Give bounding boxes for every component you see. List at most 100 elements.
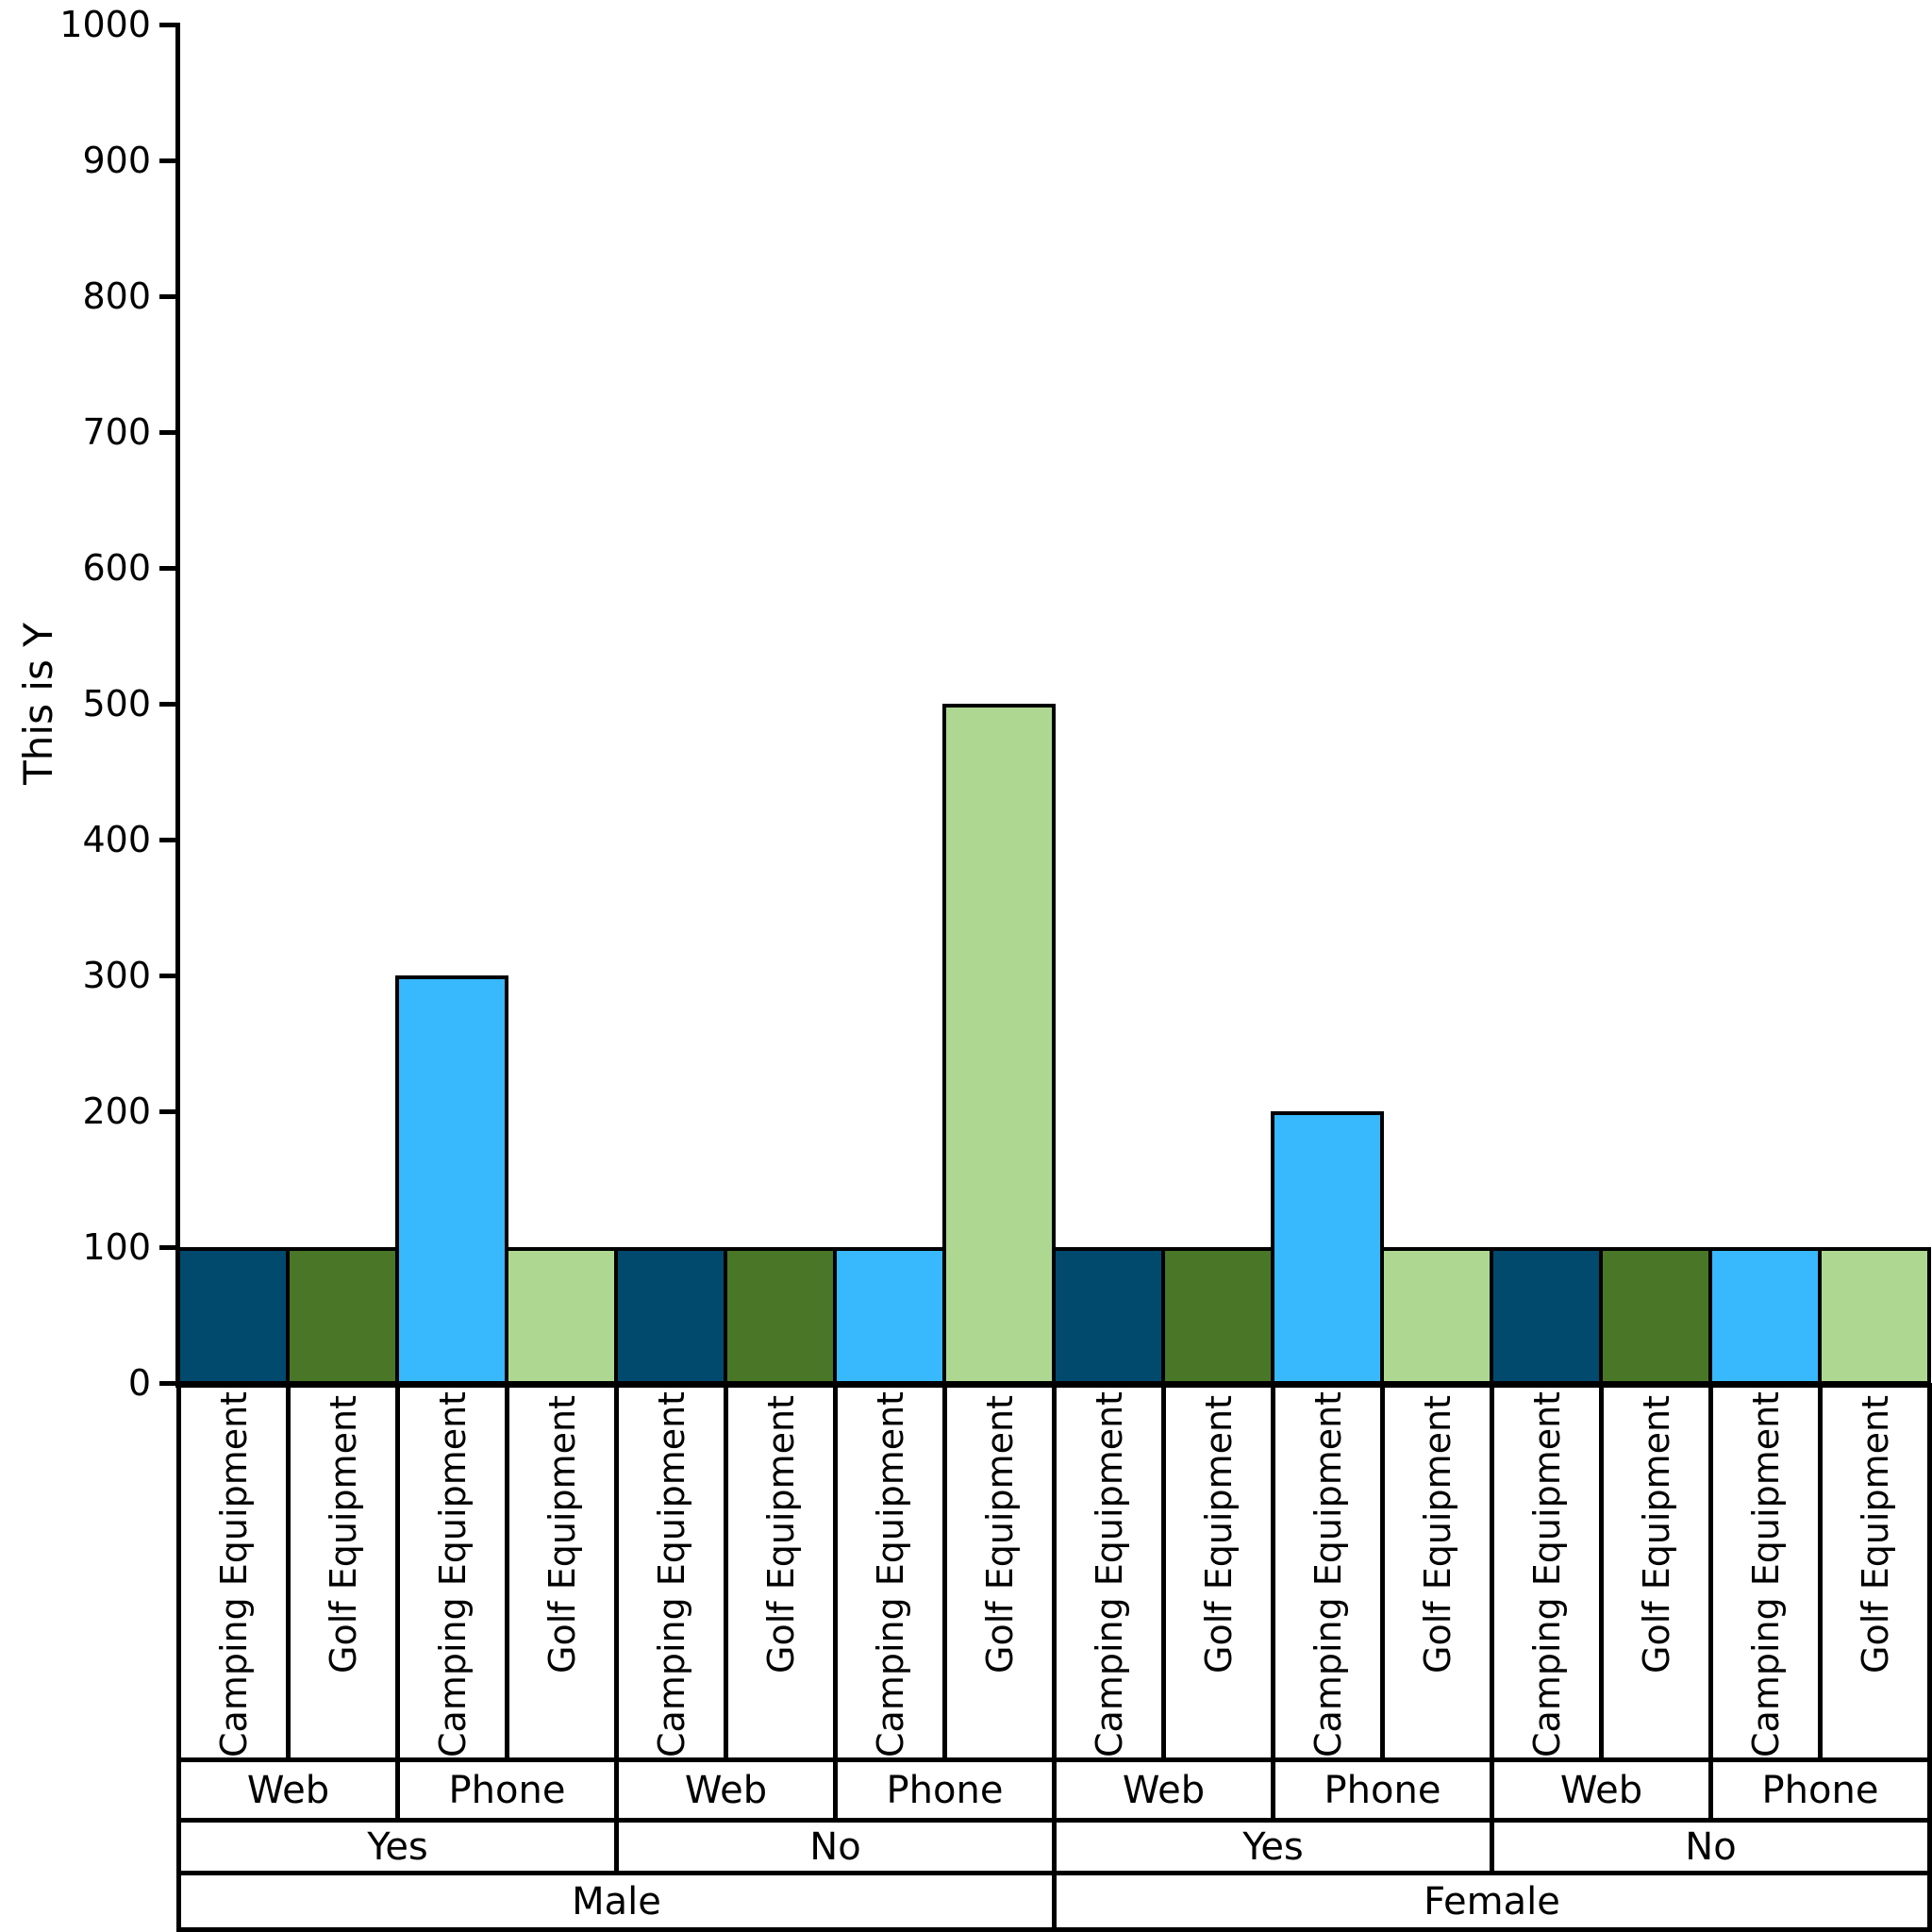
channel-label: Phone bbox=[1324, 1768, 1441, 1812]
response-cell: Yes bbox=[1052, 1818, 1494, 1875]
product-label: Camping Equipment bbox=[869, 1391, 911, 1757]
y-tick-label: 900 bbox=[82, 140, 151, 181]
product-label: Camping Equipment bbox=[1307, 1391, 1349, 1757]
channel-label: Web bbox=[1122, 1768, 1206, 1812]
y-tick-mark bbox=[159, 1380, 175, 1386]
bar-female-no-phone-camping bbox=[1708, 1247, 1822, 1387]
bar-female-yes-phone-camping bbox=[1271, 1111, 1384, 1387]
bar-male-no-web-camping bbox=[614, 1247, 727, 1387]
y-axis-line bbox=[175, 23, 180, 1388]
response-cell: Yes bbox=[176, 1818, 619, 1875]
product-cell: Golf Equipment bbox=[942, 1383, 1057, 1762]
product-label: Golf Equipment bbox=[1854, 1395, 1896, 1674]
y-tick-mark bbox=[159, 429, 175, 435]
product-cell: Golf Equipment bbox=[505, 1383, 619, 1762]
channel-label: Phone bbox=[886, 1768, 1004, 1812]
y-tick-label: 200 bbox=[82, 1091, 151, 1132]
channel-label: Web bbox=[684, 1768, 768, 1812]
product-label: Golf Equipment bbox=[322, 1395, 364, 1674]
bar-female-no-web-golf bbox=[1599, 1247, 1712, 1387]
y-tick-label: 800 bbox=[82, 275, 151, 317]
response-label: No bbox=[1685, 1824, 1737, 1869]
product-cell: Camping Equipment bbox=[833, 1383, 947, 1762]
y-tick-label: 0 bbox=[127, 1362, 151, 1404]
channel-cell: Phone bbox=[833, 1757, 1057, 1823]
product-label: Golf Equipment bbox=[978, 1395, 1021, 1674]
bar-male-no-phone-golf bbox=[942, 704, 1056, 1387]
channel-label: Phone bbox=[448, 1768, 566, 1812]
y-tick-mark bbox=[159, 565, 175, 571]
bar-female-no-web-camping bbox=[1490, 1247, 1603, 1387]
product-label: Golf Equipment bbox=[1197, 1395, 1240, 1674]
product-cell: Golf Equipment bbox=[1161, 1383, 1275, 1762]
channel-label: Web bbox=[246, 1768, 330, 1812]
product-cell: Camping Equipment bbox=[1490, 1383, 1604, 1762]
product-label: Camping Equipment bbox=[1088, 1391, 1130, 1757]
y-tick-mark bbox=[159, 158, 175, 163]
product-label: Camping Equipment bbox=[1525, 1391, 1568, 1757]
response-label: No bbox=[809, 1824, 861, 1869]
bar-male-no-web-golf bbox=[724, 1247, 837, 1387]
y-tick-label: 500 bbox=[82, 683, 151, 724]
channel-cell: Phone bbox=[395, 1757, 619, 1823]
y-tick-mark bbox=[159, 22, 175, 27]
product-label: Camping Equipment bbox=[650, 1391, 692, 1757]
product-cell: Golf Equipment bbox=[286, 1383, 400, 1762]
y-tick-mark bbox=[159, 701, 175, 707]
product-label: Camping Equipment bbox=[1744, 1391, 1787, 1757]
product-label: Golf Equipment bbox=[759, 1395, 802, 1674]
product-label: Camping Equipment bbox=[212, 1391, 255, 1757]
channel-label: Web bbox=[1559, 1768, 1643, 1812]
channel-cell: Web bbox=[176, 1757, 400, 1823]
channel-cell: Web bbox=[1490, 1757, 1713, 1823]
channel-label: Phone bbox=[1761, 1768, 1879, 1812]
product-label: Golf Equipment bbox=[1635, 1395, 1677, 1674]
bar-male-yes-phone-golf bbox=[505, 1247, 618, 1387]
channel-cell: Phone bbox=[1271, 1757, 1494, 1823]
product-cell: Golf Equipment bbox=[1380, 1383, 1494, 1762]
product-cell: Camping Equipment bbox=[1708, 1383, 1823, 1762]
y-tick-mark bbox=[159, 1244, 175, 1250]
product-label: Camping Equipment bbox=[431, 1391, 474, 1757]
response-cell: No bbox=[1490, 1818, 1932, 1875]
product-cell: Camping Equipment bbox=[395, 1383, 509, 1762]
response-label: Yes bbox=[1242, 1824, 1304, 1869]
y-tick-label: 700 bbox=[82, 411, 151, 453]
bar-male-yes-phone-camping bbox=[395, 975, 508, 1387]
bar-female-yes-web-golf bbox=[1161, 1247, 1274, 1387]
y-tick-mark bbox=[159, 293, 175, 299]
y-tick-mark bbox=[159, 1108, 175, 1114]
gender-cell: Male bbox=[176, 1871, 1057, 1932]
product-cell: Camping Equipment bbox=[1271, 1383, 1385, 1762]
bar-female-yes-web-camping bbox=[1052, 1247, 1165, 1387]
channel-cell: Web bbox=[1052, 1757, 1275, 1823]
product-cell: Camping Equipment bbox=[176, 1383, 291, 1762]
channel-cell: Phone bbox=[1708, 1757, 1932, 1823]
product-label: Golf Equipment bbox=[1416, 1395, 1458, 1674]
y-tick-label: 600 bbox=[82, 547, 151, 589]
bar-female-yes-phone-golf bbox=[1380, 1247, 1493, 1387]
gender-label: Female bbox=[1424, 1879, 1560, 1924]
gender-label: Male bbox=[572, 1879, 661, 1924]
gender-cell: Female bbox=[1052, 1871, 1932, 1932]
bar-male-yes-web-camping bbox=[176, 1247, 290, 1387]
y-tick-mark bbox=[159, 837, 175, 842]
product-cell: Camping Equipment bbox=[614, 1383, 728, 1762]
y-tick-label: 300 bbox=[82, 955, 151, 996]
bar-male-yes-web-golf bbox=[286, 1247, 399, 1387]
bar-female-no-phone-golf bbox=[1818, 1247, 1931, 1387]
product-cell: Golf Equipment bbox=[1599, 1383, 1713, 1762]
y-tick-label: 400 bbox=[82, 819, 151, 860]
product-label: Golf Equipment bbox=[541, 1395, 583, 1674]
y-tick-label: 1000 bbox=[59, 4, 151, 45]
product-cell: Camping Equipment bbox=[1052, 1383, 1166, 1762]
response-cell: No bbox=[614, 1818, 1057, 1875]
y-tick-label: 100 bbox=[82, 1226, 151, 1268]
product-cell: Golf Equipment bbox=[724, 1383, 838, 1762]
bar-male-no-phone-camping bbox=[833, 1247, 946, 1387]
y-tick-mark bbox=[159, 973, 175, 978]
response-label: Yes bbox=[367, 1824, 428, 1869]
product-cell: Golf Equipment bbox=[1818, 1383, 1932, 1762]
channel-cell: Web bbox=[614, 1757, 838, 1823]
